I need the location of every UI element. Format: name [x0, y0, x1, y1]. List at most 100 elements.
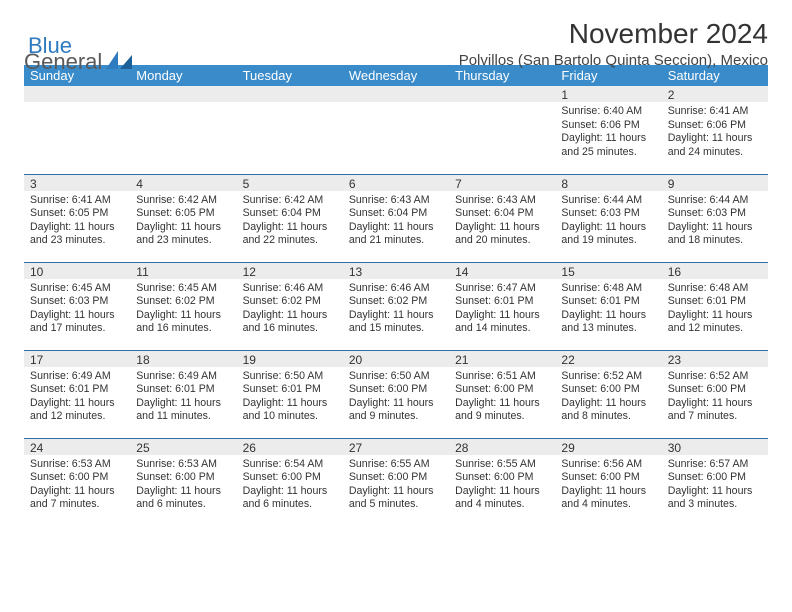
location-subtitle: Polvillos (San Bartolo Quinta Seccion), … [459, 52, 768, 69]
sunset-text: Sunset: 6:01 PM [668, 295, 762, 309]
sunrise-text: Sunrise: 6:41 AM [668, 105, 762, 119]
sunrise-text: Sunrise: 6:53 AM [136, 458, 230, 472]
day-details: Sunrise: 6:44 AMSunset: 6:03 PMDaylight:… [662, 191, 768, 252]
calendar-cell: 25Sunrise: 6:53 AMSunset: 6:00 PMDayligh… [130, 438, 236, 526]
calendar-cell: 26Sunrise: 6:54 AMSunset: 6:00 PMDayligh… [237, 438, 343, 526]
sunrise-text: Sunrise: 6:49 AM [30, 370, 124, 384]
daylight-text: Daylight: 11 hours and 5 minutes. [349, 485, 443, 512]
sunset-text: Sunset: 6:00 PM [668, 383, 762, 397]
sunrise-text: Sunrise: 6:45 AM [30, 282, 124, 296]
daylight-text: Daylight: 11 hours and 8 minutes. [561, 397, 655, 424]
sunrise-text: Sunrise: 6:50 AM [349, 370, 443, 384]
daylight-text: Daylight: 11 hours and 14 minutes. [455, 309, 549, 336]
day-number [130, 86, 236, 102]
sunrise-text: Sunrise: 6:56 AM [561, 458, 655, 472]
calendar-cell: 4Sunrise: 6:42 AMSunset: 6:05 PMDaylight… [130, 174, 236, 262]
calendar-table: Sunday Monday Tuesday Wednesday Thursday… [24, 65, 768, 526]
logo-sail-icon [106, 51, 134, 71]
day-details: Sunrise: 6:45 AMSunset: 6:02 PMDaylight:… [130, 279, 236, 340]
title-block: November 2024 Polvillos (San Bartolo Qui… [459, 18, 768, 75]
day-details [343, 102, 449, 109]
daylight-text: Daylight: 11 hours and 16 minutes. [243, 309, 337, 336]
sunrise-text: Sunrise: 6:50 AM [243, 370, 337, 384]
day-number: 2 [662, 86, 768, 102]
calendar-cell: 12Sunrise: 6:46 AMSunset: 6:02 PMDayligh… [237, 262, 343, 350]
daylight-text: Daylight: 11 hours and 21 minutes. [349, 221, 443, 248]
day-number: 27 [343, 439, 449, 455]
day-number: 22 [555, 351, 661, 367]
day-number: 8 [555, 175, 661, 191]
calendar-page: General November 2024 Polvillos (San Bar… [0, 0, 792, 536]
sunrise-text: Sunrise: 6:54 AM [243, 458, 337, 472]
day-number: 11 [130, 263, 236, 279]
sunset-text: Sunset: 6:00 PM [455, 383, 549, 397]
day-number: 28 [449, 439, 555, 455]
daylight-text: Daylight: 11 hours and 4 minutes. [455, 485, 549, 512]
day-number [343, 86, 449, 102]
day-number: 1 [555, 86, 661, 102]
daylight-text: Daylight: 11 hours and 17 minutes. [30, 309, 124, 336]
calendar-cell: 13Sunrise: 6:46 AMSunset: 6:02 PMDayligh… [343, 262, 449, 350]
calendar-cell [130, 86, 236, 174]
day-details: Sunrise: 6:53 AMSunset: 6:00 PMDaylight:… [130, 455, 236, 516]
calendar-cell: 17Sunrise: 6:49 AMSunset: 6:01 PMDayligh… [24, 350, 130, 438]
day-number: 12 [237, 263, 343, 279]
sunrise-text: Sunrise: 6:46 AM [243, 282, 337, 296]
calendar-cell: 3Sunrise: 6:41 AMSunset: 6:05 PMDaylight… [24, 174, 130, 262]
day-details: Sunrise: 6:53 AMSunset: 6:00 PMDaylight:… [24, 455, 130, 516]
daylight-text: Daylight: 11 hours and 3 minutes. [668, 485, 762, 512]
day-number: 16 [662, 263, 768, 279]
day-number: 10 [24, 263, 130, 279]
sunrise-text: Sunrise: 6:44 AM [668, 194, 762, 208]
sunset-text: Sunset: 6:03 PM [30, 295, 124, 309]
day-details: Sunrise: 6:49 AMSunset: 6:01 PMDaylight:… [130, 367, 236, 428]
daylight-text: Daylight: 11 hours and 24 minutes. [668, 132, 762, 159]
day-details [449, 102, 555, 109]
sunrise-text: Sunrise: 6:41 AM [30, 194, 124, 208]
calendar-week-row: 24Sunrise: 6:53 AMSunset: 6:00 PMDayligh… [24, 438, 768, 526]
sunset-text: Sunset: 6:00 PM [136, 471, 230, 485]
daylight-text: Daylight: 11 hours and 23 minutes. [30, 221, 124, 248]
calendar-cell [237, 86, 343, 174]
col-header: Monday [130, 65, 236, 86]
day-number: 30 [662, 439, 768, 455]
day-details: Sunrise: 6:42 AMSunset: 6:04 PMDaylight:… [237, 191, 343, 252]
day-details: Sunrise: 6:42 AMSunset: 6:05 PMDaylight:… [130, 191, 236, 252]
calendar-cell: 29Sunrise: 6:56 AMSunset: 6:00 PMDayligh… [555, 438, 661, 526]
day-details [24, 102, 130, 109]
day-number: 3 [24, 175, 130, 191]
daylight-text: Daylight: 11 hours and 6 minutes. [136, 485, 230, 512]
sunrise-text: Sunrise: 6:44 AM [561, 194, 655, 208]
calendar-cell [449, 86, 555, 174]
calendar-cell: 9Sunrise: 6:44 AMSunset: 6:03 PMDaylight… [662, 174, 768, 262]
sunset-text: Sunset: 6:06 PM [561, 119, 655, 133]
daylight-text: Daylight: 11 hours and 10 minutes. [243, 397, 337, 424]
day-number: 14 [449, 263, 555, 279]
col-header: Wednesday [343, 65, 449, 86]
day-number: 15 [555, 263, 661, 279]
sunset-text: Sunset: 6:00 PM [561, 383, 655, 397]
brand-part2: Blue [28, 33, 72, 58]
calendar-cell: 19Sunrise: 6:50 AMSunset: 6:01 PMDayligh… [237, 350, 343, 438]
calendar-week-row: 10Sunrise: 6:45 AMSunset: 6:03 PMDayligh… [24, 262, 768, 350]
sunset-text: Sunset: 6:01 PM [243, 383, 337, 397]
sunrise-text: Sunrise: 6:40 AM [561, 105, 655, 119]
day-details: Sunrise: 6:52 AMSunset: 6:00 PMDaylight:… [555, 367, 661, 428]
day-details: Sunrise: 6:56 AMSunset: 6:00 PMDaylight:… [555, 455, 661, 516]
sunset-text: Sunset: 6:00 PM [349, 383, 443, 397]
sunset-text: Sunset: 6:05 PM [136, 207, 230, 221]
sunset-text: Sunset: 6:04 PM [455, 207, 549, 221]
calendar-cell: 1Sunrise: 6:40 AMSunset: 6:06 PMDaylight… [555, 86, 661, 174]
calendar-cell: 11Sunrise: 6:45 AMSunset: 6:02 PMDayligh… [130, 262, 236, 350]
day-number: 9 [662, 175, 768, 191]
sunset-text: Sunset: 6:01 PM [455, 295, 549, 309]
calendar-cell: 14Sunrise: 6:47 AMSunset: 6:01 PMDayligh… [449, 262, 555, 350]
daylight-text: Daylight: 11 hours and 12 minutes. [30, 397, 124, 424]
day-number: 13 [343, 263, 449, 279]
day-number: 20 [343, 351, 449, 367]
sunset-text: Sunset: 6:00 PM [668, 471, 762, 485]
day-number: 17 [24, 351, 130, 367]
day-number [449, 86, 555, 102]
day-details: Sunrise: 6:46 AMSunset: 6:02 PMDaylight:… [343, 279, 449, 340]
sunset-text: Sunset: 6:03 PM [561, 207, 655, 221]
